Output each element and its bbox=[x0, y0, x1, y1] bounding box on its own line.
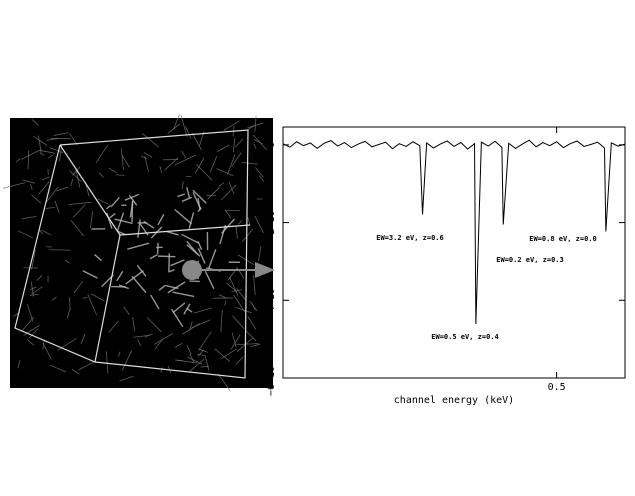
spectrum-line bbox=[283, 140, 625, 324]
line-annotation: EW=0.2 eV, z=0.3 bbox=[496, 256, 563, 264]
line-annotation: EW=0.5 eV, z=0.4 bbox=[431, 333, 498, 341]
filament bbox=[70, 297, 71, 310]
y-tick-label: −2×10⁵ bbox=[266, 205, 277, 241]
y-tick-label: 0 bbox=[266, 142, 277, 148]
line-annotation: EW=0.8 eV, z=0.0 bbox=[529, 235, 596, 243]
y-tick-label: −4×10⁵ bbox=[266, 282, 277, 318]
filament bbox=[158, 256, 175, 257]
x-axis-label: channel energy (keV) bbox=[394, 395, 514, 406]
y-tick-label: −6×10⁵ bbox=[266, 360, 277, 396]
x-tick-label: 0.5 bbox=[548, 382, 566, 393]
line-annotation: EW=3.2 eV, z=0.6 bbox=[376, 234, 443, 242]
